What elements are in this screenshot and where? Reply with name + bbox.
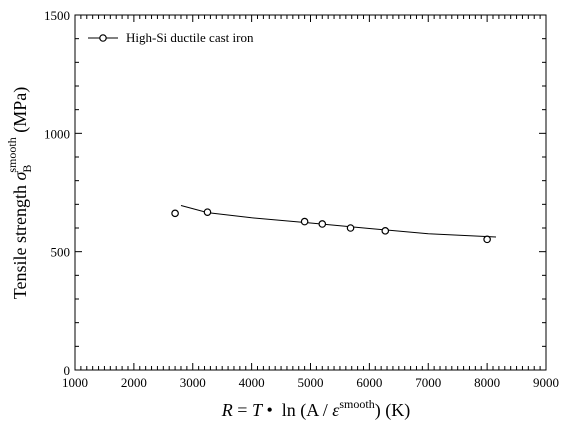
x-tick-label: 8000 xyxy=(474,375,500,390)
legend: High-Si ductile cast iron xyxy=(88,30,254,45)
x-tick-label: 5000 xyxy=(298,375,324,390)
y-axis-title: Tensile strength σBsmooth (MPa) xyxy=(5,87,34,299)
data-point xyxy=(300,217,309,226)
plot-area xyxy=(74,14,547,371)
x-tick-label: 1000 xyxy=(62,375,88,390)
fit-line xyxy=(180,205,497,238)
y-tick-label: 1000 xyxy=(44,126,70,141)
data-point xyxy=(318,220,327,228)
x-tick-label: 2000 xyxy=(121,375,147,390)
data-point xyxy=(203,208,212,216)
x-tick-label: 9000 xyxy=(533,375,559,390)
legend-label: High-Si ductile cast iron xyxy=(126,30,254,45)
legend-marker xyxy=(99,34,107,42)
y-tick-label: 500 xyxy=(51,245,71,260)
x-tick-label: 6000 xyxy=(356,375,382,390)
data-point xyxy=(171,209,179,218)
x-axis-title: R = T • ln (A / εsmooth) (K) xyxy=(221,397,410,421)
y-axis-ticks: 0 500 1000 1500 xyxy=(44,8,546,378)
x-tick-label: 7000 xyxy=(415,375,441,390)
x-axis-ticks: 1000 2000 3000 4000 5000 6000 7000 8000 9000 xyxy=(62,15,559,390)
y-tick-label: 0 xyxy=(64,363,71,378)
series-layer xyxy=(171,205,497,244)
y-tick-label: 1500 xyxy=(44,8,70,23)
data-point xyxy=(381,227,390,235)
data-point xyxy=(483,235,491,244)
plot-frame xyxy=(74,14,547,371)
x-tick-label: 3000 xyxy=(180,375,206,390)
x-tick-label: 4000 xyxy=(239,375,265,390)
data-point xyxy=(346,224,355,232)
